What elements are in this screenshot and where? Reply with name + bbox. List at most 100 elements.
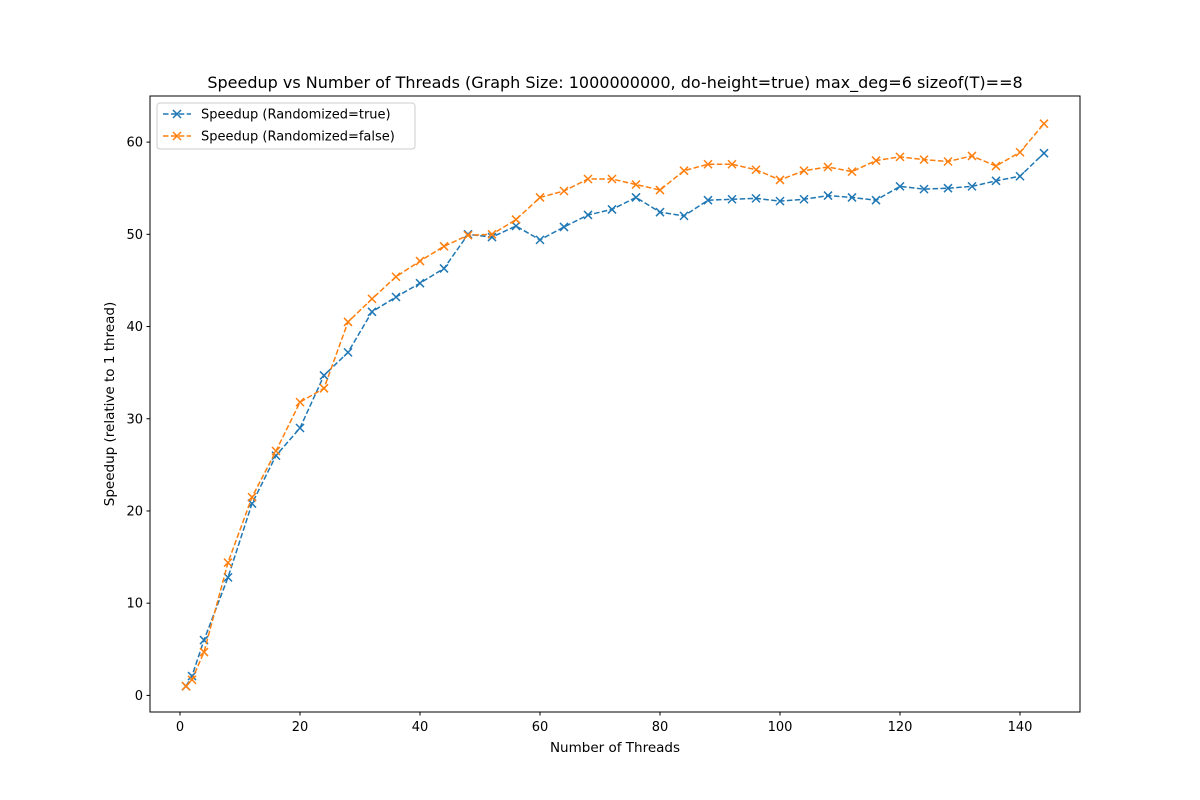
series-2-point xyxy=(607,174,617,184)
x-tick-label: 40 xyxy=(412,720,429,735)
series-1-point xyxy=(967,181,977,191)
series-2-point xyxy=(559,186,569,196)
series-1-point xyxy=(1015,171,1025,181)
series-1-point xyxy=(823,191,833,201)
legend: Speedup (Randomized=true) Speedup (Random… xyxy=(156,102,416,150)
series-1-point xyxy=(487,232,497,242)
series-2-point xyxy=(703,159,713,169)
series-2-point xyxy=(511,215,521,225)
x-tick-label: 140 xyxy=(1008,720,1033,735)
series-1-point xyxy=(655,207,665,217)
y-tick-label: 20 xyxy=(126,504,143,519)
series-2-point xyxy=(967,151,977,161)
series-2-point xyxy=(655,185,665,195)
x-tick-label: 20 xyxy=(292,720,309,735)
plot-area xyxy=(181,119,1049,691)
series-1-point xyxy=(535,235,545,245)
series-2-point xyxy=(991,161,1001,171)
series-2-point xyxy=(799,166,809,176)
series-2-point xyxy=(295,397,305,407)
series-1-point xyxy=(847,192,857,202)
series-2 xyxy=(181,119,1049,691)
series-2-point xyxy=(391,272,401,282)
legend-box xyxy=(156,102,416,150)
series-2-point xyxy=(367,294,377,304)
series-1-point xyxy=(607,204,617,214)
series-1-point xyxy=(895,181,905,191)
series-1-line xyxy=(185,152,1045,687)
series-2-point xyxy=(319,383,329,393)
series-1-point xyxy=(943,183,953,193)
series-1-point xyxy=(775,196,785,206)
legend-marker-1 xyxy=(172,109,182,119)
series-2-point xyxy=(415,256,425,266)
series-1-point xyxy=(295,423,305,433)
y-tick-label: 30 xyxy=(126,412,143,427)
series-1-point xyxy=(439,263,449,273)
series-2-point xyxy=(943,156,953,167)
y-tick-label: 0 xyxy=(135,689,143,704)
series-2-point xyxy=(871,156,881,166)
x-tick-label: 0 xyxy=(176,720,184,735)
series-1-point xyxy=(559,222,569,232)
series-1 xyxy=(181,148,1049,691)
legend-label-2: Speedup (Randomized=false) xyxy=(201,130,395,145)
series-2-point xyxy=(1015,147,1025,157)
series-1-point xyxy=(991,176,1001,186)
series-2-line xyxy=(185,123,1045,687)
chart-title: Speedup vs Number of Threads (Graph Size… xyxy=(207,73,1022,93)
series-1-point xyxy=(319,370,329,380)
x-tick-label: 120 xyxy=(888,720,913,735)
series-2-point xyxy=(919,155,929,165)
series-1-point xyxy=(871,195,881,205)
axis-ticks: 0 20 40 60 80 100 120 140 0 10 20 30 40 50 60 xyxy=(126,136,1032,735)
series-1-point xyxy=(1039,148,1049,158)
series-2-point xyxy=(439,241,449,251)
series-2-point xyxy=(583,174,593,184)
series-2-point xyxy=(199,647,209,657)
series-2-point xyxy=(631,179,641,190)
series-1-point xyxy=(367,307,377,317)
series-1-point xyxy=(727,194,737,204)
series-2-point xyxy=(727,159,737,169)
x-axis-label: Number of Threads xyxy=(550,740,680,756)
legend-label-1: Speedup (Randomized=true) xyxy=(201,108,391,123)
x-tick-label: 60 xyxy=(532,720,549,735)
series-2-point xyxy=(775,175,785,185)
series-1-point xyxy=(703,195,713,205)
series-1-point xyxy=(343,347,353,357)
series-2-point xyxy=(223,558,233,568)
series-2-point xyxy=(343,317,353,327)
series-2-point xyxy=(487,229,497,239)
series-2-point xyxy=(679,166,689,176)
series-1-point xyxy=(919,184,929,194)
series-2-point xyxy=(271,446,281,456)
y-axis-label: Speedup (relative to 1 thread) xyxy=(102,302,118,506)
series-1-point xyxy=(511,221,521,231)
x-tick-label: 100 xyxy=(768,720,793,735)
series-1-point xyxy=(391,292,401,302)
series-1-point xyxy=(631,192,641,202)
legend-marker-2 xyxy=(172,131,182,141)
series-1-point xyxy=(415,278,425,288)
series-1-point xyxy=(799,194,809,204)
y-tick-label: 10 xyxy=(126,597,143,612)
axes-frame xyxy=(149,95,1081,713)
series-2-point xyxy=(895,152,905,162)
series-2-point xyxy=(187,675,197,685)
series-2-point xyxy=(535,192,545,202)
y-tick-label: 50 xyxy=(126,228,143,243)
y-tick-label: 40 xyxy=(126,320,143,335)
series-2-point xyxy=(823,162,833,172)
y-tick-label: 60 xyxy=(126,136,143,151)
series-1-point xyxy=(583,210,593,220)
series-2-point xyxy=(751,165,761,175)
x-tick-label: 80 xyxy=(652,720,669,735)
series-2-point xyxy=(847,167,857,177)
series-1-point xyxy=(679,211,689,221)
series-1-point xyxy=(187,671,197,681)
series-2-point xyxy=(463,230,473,240)
series-2-point xyxy=(247,492,257,502)
series-1-point xyxy=(751,193,761,203)
